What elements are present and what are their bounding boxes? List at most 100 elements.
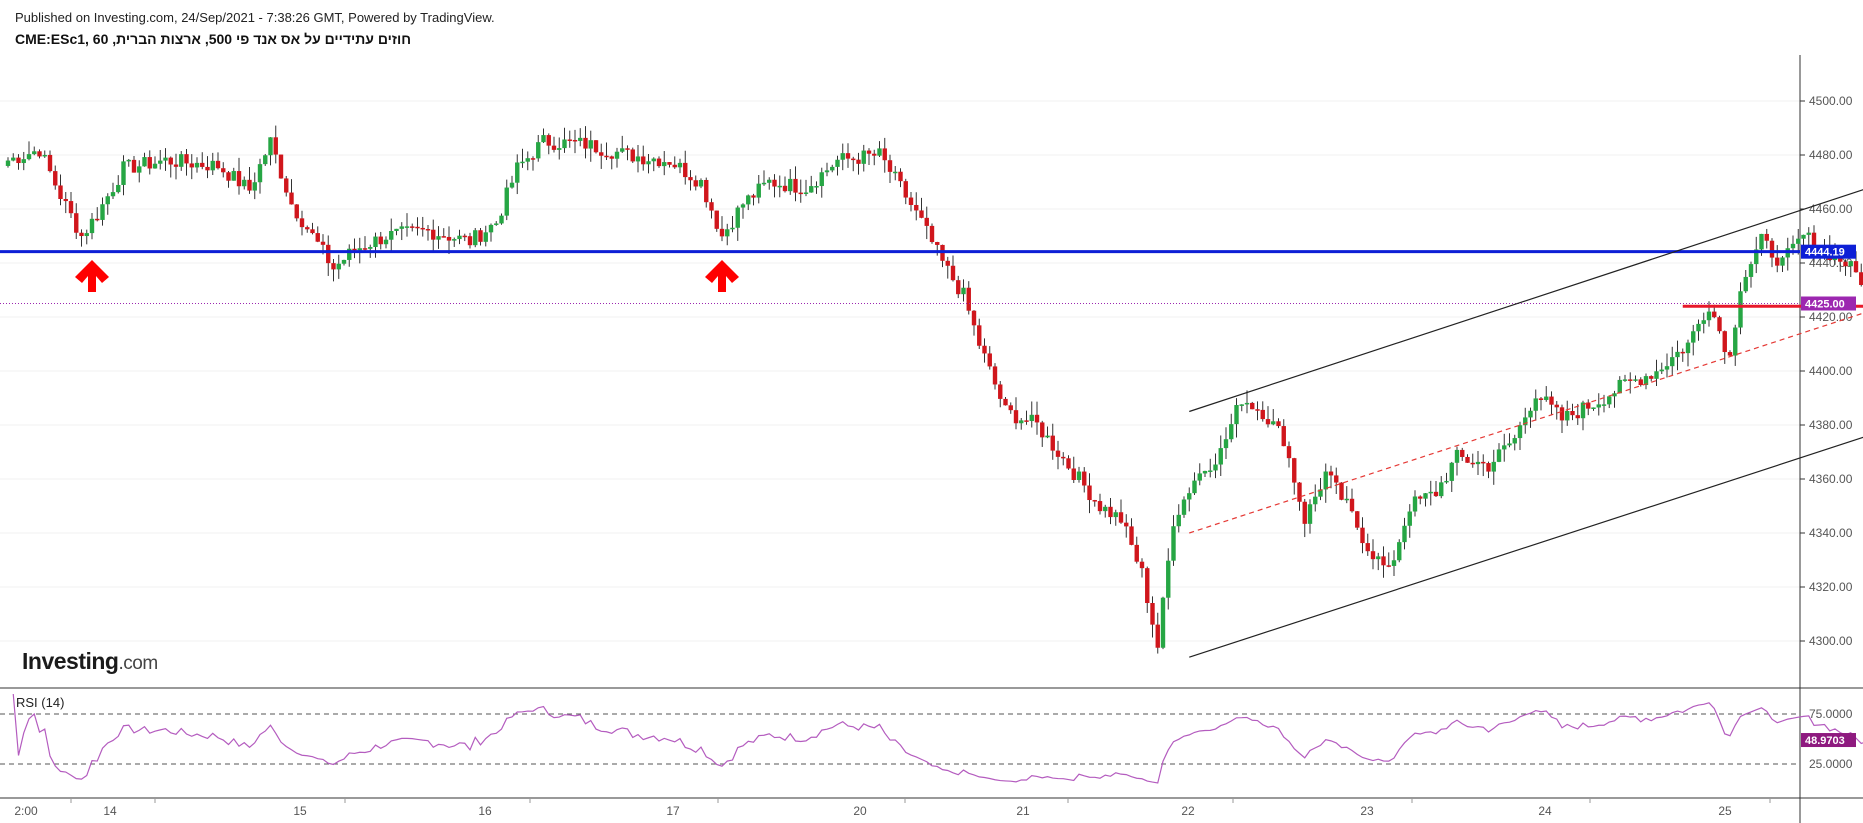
candle-down bbox=[478, 230, 483, 242]
candle-up bbox=[1181, 499, 1187, 515]
candle-down bbox=[310, 229, 315, 234]
candle-up bbox=[1239, 404, 1244, 406]
candle-down bbox=[147, 157, 152, 169]
candle-up bbox=[1160, 597, 1166, 648]
candle-down bbox=[772, 179, 777, 187]
candle-down bbox=[189, 163, 194, 168]
candle-up bbox=[1103, 506, 1108, 512]
candle-down bbox=[1712, 311, 1717, 318]
candle-up bbox=[1376, 556, 1381, 560]
candle-down bbox=[845, 153, 851, 159]
candle-up bbox=[1412, 496, 1418, 512]
candle-down bbox=[609, 156, 614, 159]
candle-down bbox=[1281, 426, 1286, 447]
candle-up bbox=[26, 154, 32, 160]
candle-down bbox=[1055, 450, 1061, 457]
candle-down bbox=[467, 236, 473, 246]
candle-up bbox=[179, 154, 184, 167]
candle-up bbox=[520, 161, 525, 164]
candle-down bbox=[1155, 624, 1160, 648]
candle-down bbox=[856, 159, 861, 164]
candle-up bbox=[488, 224, 494, 233]
candle-down bbox=[1638, 379, 1643, 385]
candle-up bbox=[620, 148, 625, 152]
candle-down bbox=[331, 263, 336, 270]
candle-down bbox=[58, 185, 63, 199]
candle-down bbox=[593, 140, 599, 153]
candle-down bbox=[68, 201, 74, 214]
candle-up bbox=[740, 204, 746, 208]
candle-down bbox=[782, 185, 788, 192]
candle-down bbox=[1360, 527, 1365, 544]
candle-up bbox=[1197, 473, 1202, 481]
candle-down bbox=[1150, 603, 1155, 625]
candle-up bbox=[1790, 243, 1796, 249]
candle-up bbox=[1428, 491, 1433, 494]
candle-up bbox=[1202, 470, 1208, 474]
candle-up bbox=[100, 204, 105, 220]
candle-up bbox=[1407, 511, 1412, 526]
candle-down bbox=[320, 241, 326, 245]
candle-up bbox=[761, 182, 767, 185]
candle-up bbox=[504, 187, 509, 216]
candle-up bbox=[1271, 421, 1276, 425]
candle-down bbox=[415, 226, 420, 229]
candle-up bbox=[1507, 443, 1512, 446]
rsi-level-label: 75.0000 bbox=[1809, 707, 1853, 721]
candle-up bbox=[252, 182, 257, 191]
candle-up bbox=[1187, 493, 1192, 500]
candle-down bbox=[1370, 551, 1376, 560]
candle-up bbox=[1218, 448, 1223, 465]
candle-up bbox=[1806, 232, 1811, 235]
candle-up bbox=[578, 137, 583, 141]
support-price-tag: 4444.19 bbox=[1805, 247, 1845, 259]
channel-upper-line bbox=[1189, 189, 1863, 413]
candle-up bbox=[436, 236, 441, 240]
candle-up bbox=[121, 161, 126, 185]
last-price-tag-bg bbox=[1801, 296, 1856, 311]
candle-up bbox=[961, 287, 966, 295]
candle-up bbox=[830, 166, 835, 171]
candle-down bbox=[1727, 352, 1733, 356]
candle-down bbox=[1717, 317, 1722, 332]
candle-down bbox=[688, 177, 693, 181]
candle-down bbox=[1082, 471, 1087, 486]
candle-up bbox=[1801, 234, 1806, 239]
candle-up bbox=[42, 154, 47, 157]
candle-up bbox=[893, 171, 898, 174]
candle-down bbox=[352, 248, 357, 251]
candle-up bbox=[877, 148, 882, 156]
candle-up bbox=[1670, 357, 1675, 367]
candle-up bbox=[1748, 264, 1754, 277]
candle-up bbox=[404, 226, 410, 228]
candle-up bbox=[383, 239, 389, 245]
candle-up bbox=[588, 140, 593, 149]
candle-up bbox=[730, 227, 735, 230]
candle-up bbox=[1544, 396, 1549, 400]
candle-up bbox=[835, 159, 840, 167]
candle-down bbox=[1013, 410, 1019, 424]
candle-down bbox=[1302, 501, 1307, 524]
candle-up bbox=[1580, 402, 1586, 419]
candle-up bbox=[163, 157, 168, 161]
time-label: 21 bbox=[1016, 804, 1030, 818]
candle-up bbox=[777, 185, 782, 188]
candle-down bbox=[1040, 422, 1045, 438]
candle-down bbox=[420, 227, 425, 230]
candle-up bbox=[824, 170, 830, 173]
candle-up bbox=[1691, 331, 1696, 343]
candle-up bbox=[194, 162, 200, 168]
candle-down bbox=[998, 384, 1003, 399]
candle-down bbox=[74, 213, 79, 233]
up-arrow-icon bbox=[75, 260, 109, 292]
candle-up bbox=[557, 148, 562, 150]
candle-up bbox=[1192, 480, 1197, 494]
rsi-line bbox=[12, 693, 1863, 784]
candle-down bbox=[1145, 568, 1150, 604]
candle-down bbox=[630, 149, 635, 162]
candle-down bbox=[294, 204, 299, 219]
price-tick-label: 4380.00 bbox=[1809, 418, 1853, 432]
candle-up bbox=[677, 162, 683, 168]
candle-down bbox=[1334, 475, 1339, 483]
